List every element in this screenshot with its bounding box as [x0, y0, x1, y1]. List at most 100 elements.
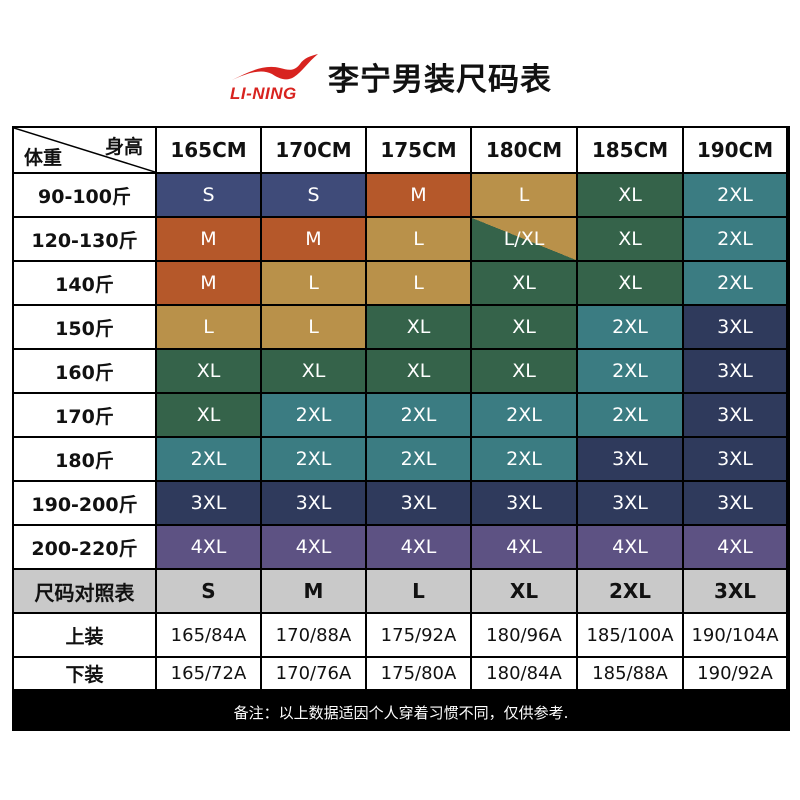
size-label: M — [200, 228, 217, 250]
size-label: L — [413, 272, 424, 294]
comparison-row-label: 尺码对照表 — [34, 580, 135, 605]
comparison-size-cell: 2XL — [578, 570, 682, 612]
size-label: M — [410, 184, 427, 206]
weight-label: 190-200斤 — [31, 493, 138, 516]
size-cell: S — [262, 174, 365, 216]
size-label: 4XL — [295, 536, 332, 558]
weight-label: 150斤 — [55, 317, 114, 340]
size-label: 2XL — [717, 228, 753, 250]
top-row-label: 上装 — [65, 625, 104, 648]
size-cell: XL — [367, 350, 470, 392]
bottom-row-label: 下装 — [65, 664, 104, 686]
bottom-measure-cell: 170/76A — [262, 658, 365, 689]
height-axis-label: 身高 — [104, 136, 143, 158]
size-cell: 4XL — [472, 526, 576, 568]
weight-axis-label: 体重 — [24, 147, 63, 169]
size-cell: L — [367, 218, 470, 260]
size-label: L — [518, 184, 530, 206]
weight-label: 90-100斤 — [38, 185, 131, 208]
size-label: 3XL — [717, 360, 753, 382]
size-label: 3XL — [190, 492, 227, 514]
size-label: XL — [301, 360, 326, 382]
size-cell: 3XL — [684, 482, 786, 524]
size-label: L — [413, 228, 424, 250]
height-header-label: 185CM — [591, 138, 669, 162]
top-measure-cell: 180/96A — [472, 614, 576, 656]
size-cell: 4XL — [157, 526, 260, 568]
top-measure-label: 165/84A — [170, 624, 247, 646]
comparison-label-cell: 尺码对照表 — [14, 570, 155, 612]
size-label: 4XL — [612, 536, 648, 558]
height-header-label: 175CM — [380, 138, 457, 162]
comparison-size-label: XL — [509, 579, 539, 603]
size-label: XL — [196, 404, 221, 426]
weight-label-cell: 140斤 — [14, 262, 155, 304]
size-cell: XL — [578, 218, 682, 260]
size-label: L/XL — [503, 228, 545, 250]
size-cell: 2XL — [684, 218, 786, 260]
size-label: XL — [406, 316, 431, 338]
height-header-cell: 185CM — [578, 128, 682, 172]
size-cell: XL — [472, 350, 576, 392]
bottom-measure-label: 180/84A — [486, 663, 562, 684]
size-label: 2XL — [612, 360, 648, 382]
size-cell: 2XL — [578, 306, 682, 348]
size-label: 4XL — [506, 536, 542, 558]
page-title: 李宁男装尺码表 — [328, 62, 552, 98]
weight-label-cell: 150斤 — [14, 306, 155, 348]
size-cell: L — [472, 174, 576, 216]
size-label: XL — [512, 272, 536, 294]
size-cell: 3XL — [578, 482, 682, 524]
size-label: 2XL — [295, 448, 332, 470]
size-cell: XL — [157, 350, 260, 392]
size-label: XL — [512, 360, 536, 382]
size-label: XL — [618, 272, 642, 294]
top-measure-cell: 185/100A — [578, 614, 682, 656]
size-label: 3XL — [612, 448, 648, 470]
size-label: M — [200, 272, 217, 294]
size-cell: 2XL — [367, 438, 470, 480]
weight-label-cell: 200-220斤 — [14, 526, 155, 568]
footer-note: 备注：以上数据适因个人穿着习惯不同，仅供参考. — [12, 693, 790, 731]
size-cell: 3XL — [472, 482, 576, 524]
size-cell: 3XL — [262, 482, 365, 524]
height-header-label: 180CM — [485, 138, 563, 162]
top-measure-label: 170/88A — [275, 624, 352, 646]
size-label: XL — [196, 360, 221, 382]
size-cell: 3XL — [578, 438, 682, 480]
size-label: S — [307, 184, 320, 206]
bottom-measure-label: 190/92A — [697, 663, 773, 684]
size-label: 4XL — [400, 536, 437, 558]
size-label: 3XL — [400, 492, 437, 514]
height-header-cell: 180CM — [472, 128, 576, 172]
height-header-cell: 190CM — [684, 128, 786, 172]
size-cell: XL — [262, 350, 365, 392]
size-label: 4XL — [190, 536, 227, 558]
size-cell: M — [262, 218, 365, 260]
size-cell: 2XL — [684, 174, 786, 216]
size-cell: 2XL — [262, 438, 365, 480]
corner-header-cell: 身高体重 — [14, 128, 155, 172]
comparison-size-cell: S — [157, 570, 260, 612]
brand-swoosh-icon — [232, 54, 318, 80]
top-measure-cell: 170/88A — [262, 614, 365, 656]
bottom-label-cell: 下装 — [14, 658, 155, 689]
size-cell: L — [157, 306, 260, 348]
size-cell: M — [157, 262, 260, 304]
footer-note-text: 备注：以上数据适因个人穿着习惯不同，仅供参考. — [233, 703, 569, 722]
size-label: 2XL — [612, 404, 648, 426]
size-cell: L — [367, 262, 470, 304]
size-cell: 4XL — [262, 526, 365, 568]
size-chart-table: 身高 体重 165CM 170CM 175CM 180CM 185CM 190CM 90-100… — [12, 126, 790, 693]
top-measure-label: 185/100A — [586, 624, 674, 646]
size-cell: 2XL — [578, 350, 682, 392]
size-label: S — [202, 184, 215, 206]
top-measure-label: 175/92A — [380, 624, 457, 646]
weight-label-cell: 180斤 — [14, 438, 155, 480]
logo-text: LI-NING — [230, 84, 297, 103]
top-measure-label: 190/104A — [691, 624, 779, 646]
size-label: 3XL — [717, 316, 753, 338]
size-label: XL — [618, 184, 642, 206]
top-measure-cell: 165/84A — [157, 614, 260, 656]
size-label: XL — [618, 228, 642, 250]
